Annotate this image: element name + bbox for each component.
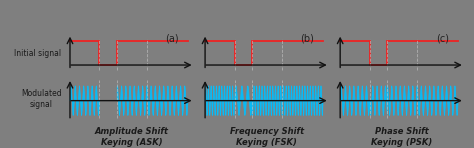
Text: Frequency Shift
Keying (FSK): Frequency Shift Keying (FSK) xyxy=(229,127,304,147)
Text: Modulated
signal: Modulated signal xyxy=(21,89,62,109)
Text: (c): (c) xyxy=(436,33,449,43)
Text: Phase Shift
Keying (PSK): Phase Shift Keying (PSK) xyxy=(371,127,432,147)
Text: Amplitude Shift
Keying (ASK): Amplitude Shift Keying (ASK) xyxy=(94,127,169,147)
Text: Initial signal: Initial signal xyxy=(15,49,62,58)
Text: (a): (a) xyxy=(165,33,179,43)
Text: (b): (b) xyxy=(301,33,314,43)
